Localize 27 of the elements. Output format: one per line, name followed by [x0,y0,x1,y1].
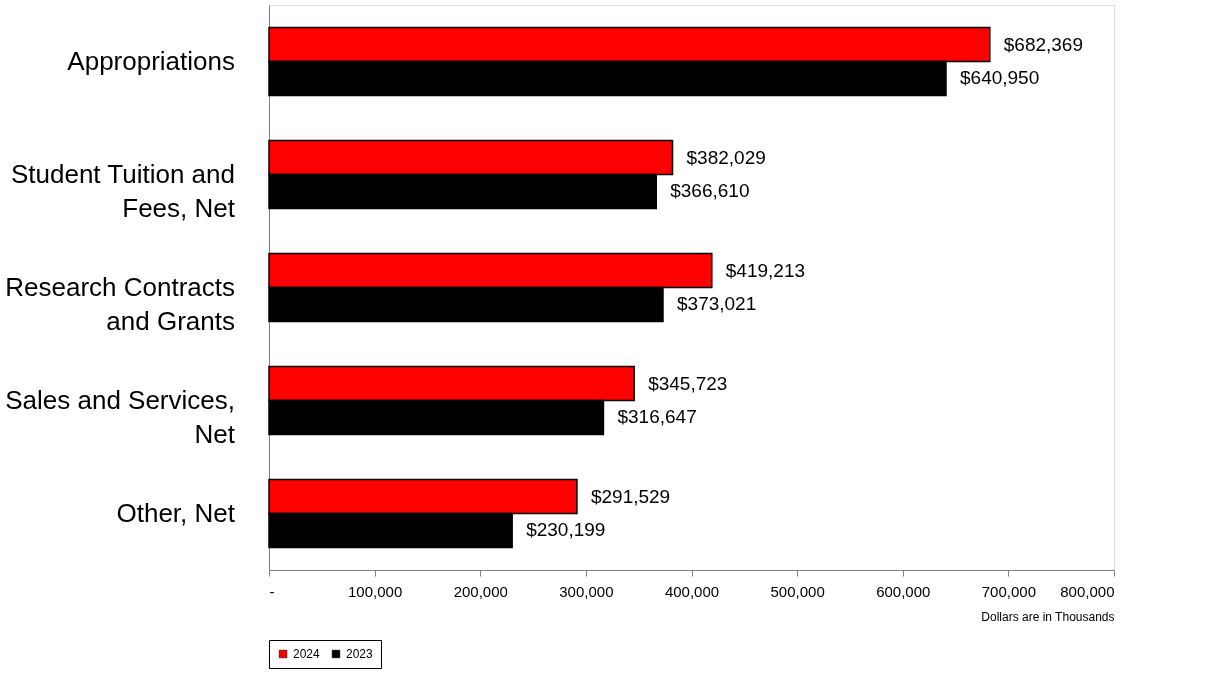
x-tick-label: 100,000 [348,582,403,600]
y-tick-label: Sales and Services, Net [5,384,236,449]
data-label: $640,950 [960,67,1040,89]
data-label: $382,029 [686,146,766,168]
data-label: $345,723 [648,372,728,394]
y-tick-label: Other, Net [116,497,236,528]
x-tick-label: 600,000 [876,582,931,600]
data-label: $419,213 [725,259,806,281]
x-tick-label: 500,000 [770,582,825,600]
y-tick-label: Appropriations [67,45,235,76]
x-tick-label: - [269,582,275,600]
data-label: $682,369 [1003,33,1083,55]
x-axis-title: Dollars are in Thousands [981,609,1115,624]
data-label: $230,199 [526,519,606,541]
y-tick-label: Research Contracts and Grants [5,271,235,336]
x-tick-label: 800,000 [1060,582,1115,600]
data-label: $366,610 [670,180,750,202]
data-label: $291,529 [590,485,671,507]
legend-label: 2023 [346,647,374,661]
x-tick-label: 200,000 [453,582,508,600]
data-label: $316,647 [617,406,697,428]
data-label: $373,021 [677,293,757,315]
x-tick-label: 300,000 [559,582,614,600]
y-tick-label: Student Tuition and Fees, Net [10,158,236,223]
x-tick-label: 700,000 [981,582,1036,600]
x-tick-label: 400,000 [664,582,720,600]
legend-label: 2024 [293,647,321,661]
